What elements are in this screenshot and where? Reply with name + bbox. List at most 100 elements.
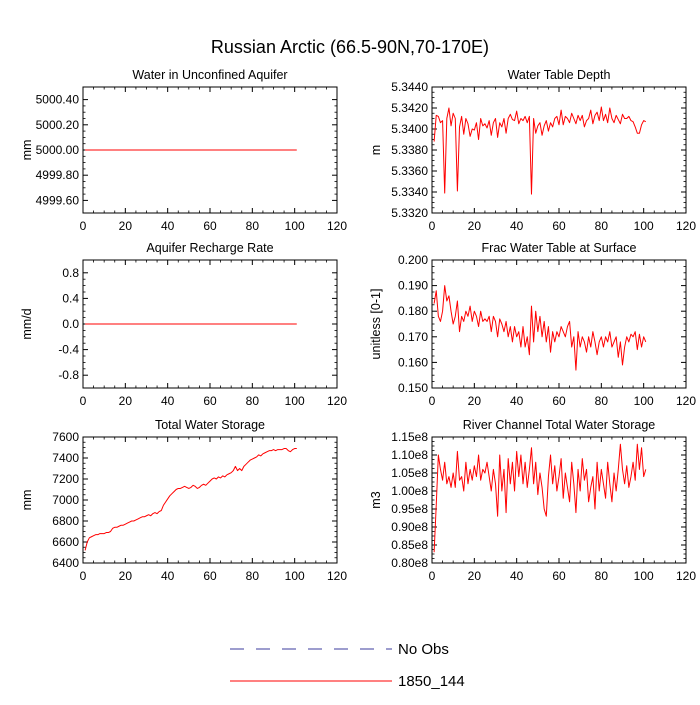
- y-tick-label: 6400: [52, 556, 79, 570]
- y-tick-label: 0.8: [62, 266, 79, 280]
- x-tick-label: 100: [285, 219, 305, 233]
- y-tick-label: 0.190: [398, 279, 428, 293]
- x-tick-label: 60: [203, 569, 217, 583]
- y-axis-label: mm: [20, 490, 34, 511]
- x-tick-label: 40: [161, 569, 175, 583]
- y-tick-label: 5.3440: [391, 80, 428, 94]
- x-tick-label: 100: [634, 219, 654, 233]
- series-line-1850_144: [433, 443, 647, 553]
- y-tick-label: 7400: [52, 451, 79, 465]
- x-tick-label: 120: [327, 394, 347, 408]
- series-line-1850_144: [433, 106, 647, 195]
- y-tick-label: 5000.00: [36, 143, 80, 157]
- x-tick-label: 120: [327, 219, 347, 233]
- y-tick-label: 0.0: [62, 317, 79, 331]
- plot-title: River Channel Total Water Storage: [463, 418, 656, 432]
- x-tick-label: 20: [119, 569, 133, 583]
- y-tick-label: 5.3400: [391, 122, 428, 136]
- x-tick-label: 0: [429, 569, 436, 583]
- y-tick-label: 0.85e8: [391, 538, 428, 552]
- plot-frame: [82, 86, 338, 214]
- x-tick-label: 20: [119, 394, 133, 408]
- x-tick-label: 20: [119, 219, 133, 233]
- y-tick-label: 6600: [52, 535, 79, 549]
- x-tick-label: 120: [676, 219, 696, 233]
- series-line-1850_144: [84, 448, 297, 551]
- y-tick-label: 0.4: [62, 291, 79, 305]
- x-tick-label: 60: [203, 219, 217, 233]
- y-tick-label: 4999.80: [36, 168, 80, 182]
- x-tick-label: 0: [80, 394, 87, 408]
- y-axis-label: unitless [0-1]: [369, 289, 383, 360]
- x-tick-label: 60: [552, 569, 566, 583]
- x-tick-label: 60: [552, 394, 566, 408]
- y-tick-label: 0.90e8: [391, 520, 428, 534]
- x-tick-label: 100: [285, 569, 305, 583]
- x-tick-label: 20: [468, 219, 482, 233]
- y-axis-label: mm: [20, 140, 34, 161]
- y-tick-label: 0.170: [398, 330, 428, 344]
- plot-5: Total Water Storage 0 20 40 60 80 100 120 6400 66…: [20, 418, 347, 583]
- legend: No Obs 1850_144: [230, 641, 465, 690]
- plot-title: Aquifer Recharge Rate: [146, 241, 273, 255]
- y-tick-label: -0.4: [58, 343, 79, 357]
- x-tick-label: 80: [246, 394, 260, 408]
- plot-frame: [431, 259, 687, 389]
- x-tick-label: 20: [468, 394, 482, 408]
- plot-1: Water in Unconfined Aquifer 0 20 40 60 80 100 1…: [20, 68, 347, 233]
- plot-title: Frac Water Table at Surface: [482, 241, 637, 255]
- x-tick-label: 0: [429, 219, 436, 233]
- y-axis-label: m3: [369, 491, 383, 508]
- x-tick-label: 0: [80, 569, 87, 583]
- x-tick-label: 120: [327, 569, 347, 583]
- y-tick-label: -0.8: [58, 368, 79, 382]
- plot-6: River Channel Total Water Storage 0 20 40 60…: [369, 418, 696, 583]
- y-tick-label: 0.150: [398, 381, 428, 395]
- y-tick-label: 0.160: [398, 355, 428, 369]
- y-tick-label: 5.3340: [391, 185, 428, 199]
- plot-title: Water in Unconfined Aquifer: [132, 68, 287, 82]
- y-tick-label: 1.15e8: [391, 430, 428, 444]
- plot-frame: [82, 436, 338, 564]
- y-tick-label: 5.3420: [391, 101, 428, 115]
- y-tick-label: 1.05e8: [391, 466, 428, 480]
- x-tick-label: 80: [246, 219, 260, 233]
- series-line-1850_144: [433, 285, 647, 371]
- y-tick-label: 7600: [52, 430, 79, 444]
- y-tick-label: 5000.20: [36, 118, 80, 132]
- plots: Water in Unconfined Aquifer 0 20 40 60 80 100 1…: [20, 68, 696, 583]
- x-tick-label: 60: [203, 394, 217, 408]
- plot-frame: [431, 86, 687, 214]
- x-tick-label: 80: [595, 219, 609, 233]
- y-tick-label: 5.3380: [391, 143, 428, 157]
- y-tick-label: 1.00e8: [391, 484, 428, 498]
- y-axis-label: m: [369, 145, 383, 155]
- y-tick-label: 5.3320: [391, 206, 428, 220]
- figure-title: Russian Arctic (66.5-90N,70-170E): [211, 37, 489, 57]
- legend-label-2: 1850_144: [398, 673, 465, 690]
- x-tick-label: 80: [595, 569, 609, 583]
- x-tick-label: 100: [634, 394, 654, 408]
- y-tick-label: 7200: [52, 472, 79, 486]
- x-tick-label: 100: [285, 394, 305, 408]
- x-tick-label: 0: [80, 219, 87, 233]
- x-tick-label: 40: [510, 569, 524, 583]
- x-tick-label: 120: [676, 569, 696, 583]
- x-tick-label: 40: [510, 394, 524, 408]
- x-tick-label: 60: [552, 219, 566, 233]
- plot-frame: [82, 259, 338, 389]
- y-tick-label: 7000: [52, 493, 79, 507]
- legend-label-1: No Obs: [398, 641, 449, 658]
- x-tick-label: 80: [595, 394, 609, 408]
- plot-2: Water Table Depth 0 20 40 60 80 100 120 5.3320 5.…: [369, 68, 696, 233]
- y-tick-label: 5000.40: [36, 93, 80, 107]
- plot-4: Frac Water Table at Surface 0 20 40 60 80 100 1…: [369, 241, 696, 408]
- x-tick-label: 80: [246, 569, 260, 583]
- y-tick-label: 0.95e8: [391, 502, 428, 516]
- plot-title: Water Table Depth: [508, 68, 611, 82]
- x-tick-label: 40: [510, 219, 524, 233]
- x-tick-label: 100: [634, 569, 654, 583]
- plot-title: Total Water Storage: [155, 418, 265, 432]
